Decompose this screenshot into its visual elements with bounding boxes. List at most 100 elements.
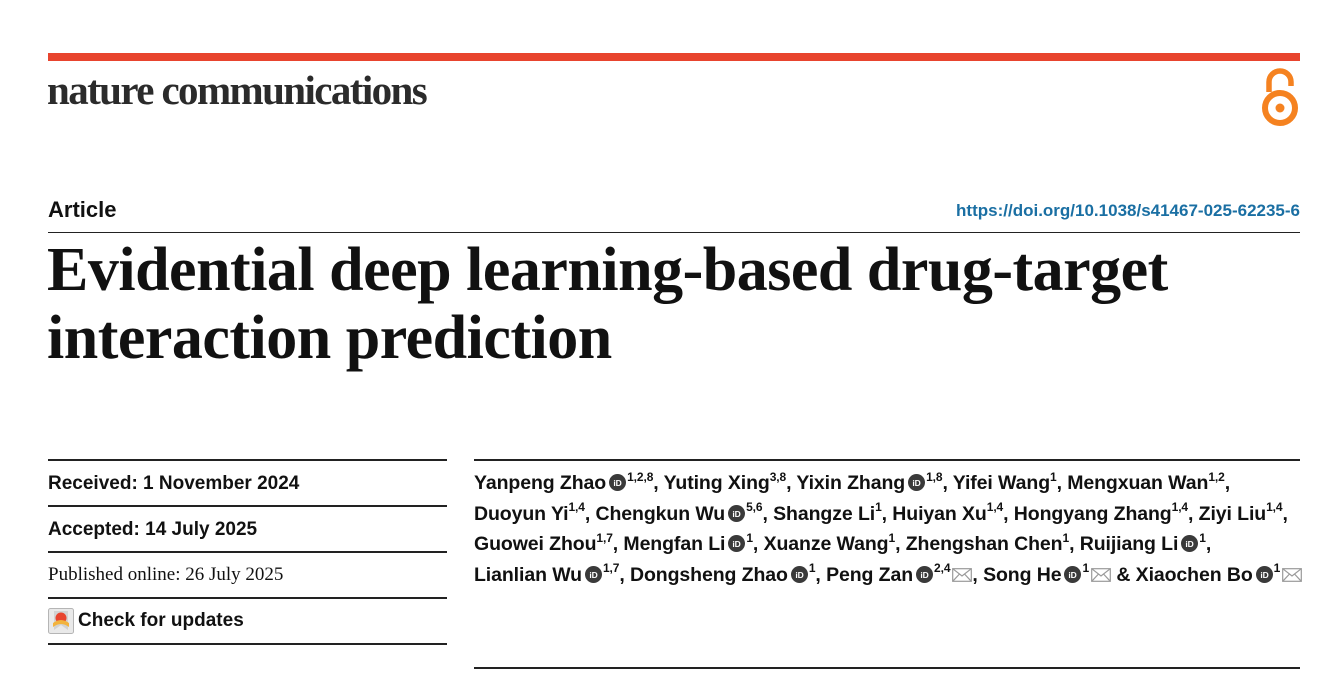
author-affiliation[interactable]: 1 [808,561,816,575]
author-affiliation[interactable]: 1 [888,530,896,545]
author-affiliation[interactable]: 1,4 [986,500,1004,514]
author-name[interactable]: Song He [983,563,1062,586]
article-type: Article [48,197,117,222]
author-affiliation[interactable]: 1 [1082,561,1090,575]
author-affiliation[interactable]: 1 [875,500,882,514]
mail-icon[interactable] [1282,567,1303,582]
check-for-updates-label: Check for updates [78,610,244,631]
author-affiliation[interactable]: 1 [746,530,753,545]
author-affiliation[interactable]: 1,2 [1208,469,1225,484]
author-name[interactable]: Dongsheng Zhao [630,563,788,586]
svg-text:iD: iD [912,478,920,488]
author-list: Yanpeng Zhao iD 1,2,8, Yuting Xing3,8, Yix… [474,468,1304,590]
author-name[interactable]: Hongyang Zhang [1013,502,1172,525]
open-access-lock-icon [1262,68,1298,126]
author-name[interactable]: Peng Zan [826,563,914,586]
svg-text:iD: iD [795,569,803,579]
author-name[interactable]: Xuanze Wang [763,533,889,555]
author-affiliation[interactable]: 1 [1273,561,1281,575]
author-item: Xiaochen Bo iD 1 [1135,561,1303,586]
orcid-icon[interactable]: iD [1181,535,1199,552]
author-name[interactable]: Guowei Zhou [474,533,597,555]
author-affiliation[interactable]: 1 [1062,530,1070,545]
orcid-icon[interactable]: iD [728,504,746,522]
author-affiliation[interactable]: 1,4 [1266,500,1283,514]
check-for-updates-icon [48,608,74,634]
author-affiliation[interactable]: 5,6 [746,500,763,514]
author-item: Dongsheng Zhao iD 1 [630,561,816,586]
svg-text:iD: iD [732,508,740,518]
title-divider [48,232,1300,233]
author-affiliation[interactable]: 1,7 [602,561,620,575]
author-name[interactable]: Yixin Zhang [796,472,906,494]
doi-link[interactable]: https://doi.org/10.1038/s41467-025-62235… [956,201,1300,220]
orcid-icon[interactable]: iD [584,565,602,583]
author-name[interactable]: Ruijiang Li [1079,533,1179,555]
orcid-icon[interactable]: iD [908,474,926,491]
accent-bar [48,53,1300,61]
svg-text:iD: iD [733,539,741,549]
author-item: Lianlian Wu iD 1,7 [474,561,620,586]
svg-text:iD: iD [1186,539,1194,549]
author-item: Mengxuan Wan1,2 [1067,469,1225,495]
author-name[interactable]: Mengfan Li [623,533,726,555]
author-affiliation[interactable]: 3,8 [769,469,787,484]
accepted-date: Accepted: 14 July 2025 [48,505,447,551]
author-affiliation[interactable]: 1,7 [596,530,613,545]
panel-bottom-rule [48,643,447,645]
author-item: Mengfan Li iD 1 [623,530,753,556]
author-name[interactable]: Huiyan Xu [892,502,987,525]
author-item: Song He iD 1 [983,561,1111,586]
authors-bottom-rule [474,667,1300,669]
svg-text:iD: iD [613,478,621,488]
author-item: Yifei Wang1 [952,469,1057,495]
author-name[interactable]: Lianlian Wu [474,563,582,586]
authors-top-rule [474,459,1300,461]
published-date: Published online: 26 July 2025 [48,551,447,597]
article-title: Evidential deep learning-based drug-targ… [47,236,1168,372]
author-item: Guowei Zhou1,7 [474,530,613,556]
svg-text:iD: iD [1069,569,1077,579]
svg-text:iD: iD [920,569,928,579]
author-name[interactable]: Yanpeng Zhao [474,472,607,494]
author-name[interactable]: Shangze Li [773,502,876,525]
orcid-icon[interactable]: iD [728,535,746,552]
mail-icon[interactable] [1091,567,1111,582]
author-item: Ziyi Liu1,4 [1198,500,1283,525]
author-affiliation[interactable]: 1,4 [1171,500,1189,514]
mail-icon[interactable] [952,567,973,582]
author-affiliation[interactable]: 1,8 [926,469,943,484]
author-name[interactable]: Duoyun Yi [474,502,569,525]
author-item: Yixin Zhang iD 1,8 [796,469,943,495]
author-item: Duoyun Yi1,4 [474,500,585,525]
author-name[interactable]: Zhengshan Chen [905,533,1063,555]
check-for-updates-button[interactable]: Check for updates [48,597,447,643]
author-name[interactable]: Yifei Wang [952,472,1051,494]
author-item: Shangze Li1 [773,500,882,525]
author-affiliation[interactable]: 1 [1050,469,1057,484]
author-affiliation[interactable]: 1 [1199,530,1206,545]
author-name[interactable]: Chengkun Wu [595,502,726,525]
author-name[interactable]: Ziyi Liu [1198,502,1267,525]
author-item: Yuting Xing3,8 [663,469,787,495]
author-item: Xuanze Wang1 [763,530,896,556]
author-item: Chengkun Wu iD 5,6 [595,500,763,525]
orcid-icon[interactable]: iD [916,565,934,583]
author-affiliation[interactable]: 1,2,8 [627,469,654,484]
author-item: Peng Zan iD 2,4 [826,561,973,586]
svg-text:iD: iD [589,569,597,579]
author-name[interactable]: Yuting Xing [663,472,770,494]
author-affiliation[interactable]: 1,4 [568,500,585,514]
author-item: Yanpeng Zhao iD 1,2,8 [474,469,654,495]
orcid-icon[interactable]: iD [609,474,627,491]
journal-name: nature communications [47,67,428,113]
author-item: Zhengshan Chen1 [905,530,1070,556]
svg-text:iD: iD [1260,569,1268,579]
orcid-icon[interactable]: iD [790,565,808,583]
author-name[interactable]: Mengxuan Wan [1067,472,1209,494]
orcid-icon[interactable]: iD [1064,565,1082,583]
orcid-icon[interactable]: iD [1255,565,1273,583]
author-affiliation[interactable]: 2,4 [934,561,951,575]
received-date: Received: 1 November 2024 [48,459,447,505]
author-name[interactable]: Xiaochen Bo [1135,563,1253,586]
